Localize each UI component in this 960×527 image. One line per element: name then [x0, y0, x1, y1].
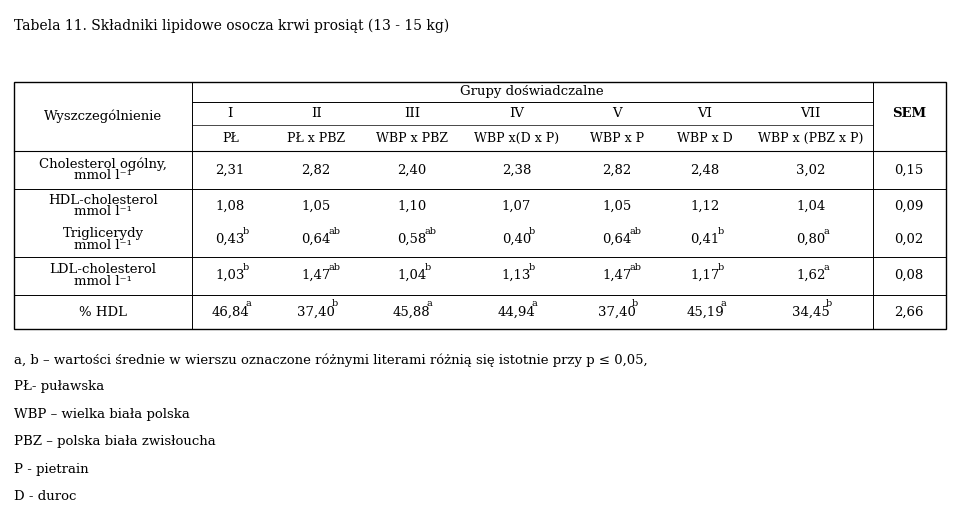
Text: PŁ- puławska: PŁ- puławska — [14, 380, 105, 394]
Text: a: a — [720, 299, 726, 308]
Text: V: V — [612, 107, 622, 120]
Text: 1,03: 1,03 — [216, 269, 245, 282]
Text: SEM: SEM — [892, 107, 926, 120]
Text: Cholesterol ogólny,: Cholesterol ogólny, — [39, 158, 167, 171]
Text: Triglicerydy: Triglicerydy — [62, 227, 144, 240]
Text: mmol l⁻¹: mmol l⁻¹ — [74, 275, 132, 288]
Text: ab: ab — [630, 227, 641, 236]
Text: 2,82: 2,82 — [602, 163, 632, 177]
Text: 37,40: 37,40 — [598, 306, 636, 319]
Text: 0,09: 0,09 — [895, 200, 924, 212]
Text: 2,48: 2,48 — [690, 163, 720, 177]
Text: b: b — [717, 227, 724, 236]
Text: b: b — [717, 263, 724, 272]
Text: 2,31: 2,31 — [216, 163, 245, 177]
Text: PŁ x PBZ: PŁ x PBZ — [287, 132, 346, 144]
Text: WBP x(D x P): WBP x(D x P) — [474, 132, 559, 144]
Text: HDL-cholesterol: HDL-cholesterol — [48, 194, 157, 207]
Text: 46,84: 46,84 — [211, 306, 250, 319]
Text: a: a — [427, 299, 433, 308]
Text: WBP x (PBZ x P): WBP x (PBZ x P) — [758, 132, 863, 144]
Text: b: b — [243, 227, 249, 236]
Text: b: b — [632, 299, 638, 308]
Text: b: b — [529, 263, 536, 272]
Text: 0,43: 0,43 — [216, 233, 245, 246]
Text: I: I — [228, 107, 233, 120]
Text: 1,17: 1,17 — [690, 269, 720, 282]
Text: 0,64: 0,64 — [301, 233, 331, 246]
Text: WBP x P: WBP x P — [589, 132, 644, 144]
Text: III: III — [404, 107, 420, 120]
Text: b: b — [529, 227, 536, 236]
Text: 1,05: 1,05 — [301, 200, 331, 212]
Text: 3,02: 3,02 — [796, 163, 826, 177]
Text: 0,58: 0,58 — [397, 233, 426, 246]
Text: WBP x PBZ: WBP x PBZ — [375, 132, 447, 144]
Text: PŁ: PŁ — [222, 132, 239, 144]
Text: 0,15: 0,15 — [895, 163, 924, 177]
Text: % HDL: % HDL — [79, 306, 127, 319]
Text: a, b – wartości średnie w wierszu oznaczone różnymi literami różnią się istotnie: a, b – wartości średnie w wierszu oznacz… — [14, 353, 648, 367]
Text: 2,82: 2,82 — [301, 163, 331, 177]
Text: mmol l⁻¹: mmol l⁻¹ — [74, 239, 132, 252]
Text: 0,80: 0,80 — [796, 233, 826, 246]
Text: ab: ab — [630, 263, 641, 272]
Text: 37,40: 37,40 — [298, 306, 335, 319]
Text: ab: ab — [424, 227, 436, 236]
Text: b: b — [331, 299, 338, 308]
Text: P - pietrain: P - pietrain — [14, 463, 89, 476]
Text: mmol l⁻¹: mmol l⁻¹ — [74, 206, 132, 218]
Text: 1,10: 1,10 — [397, 200, 426, 212]
Text: b: b — [826, 299, 832, 308]
Text: 0,02: 0,02 — [895, 233, 924, 246]
Text: 1,47: 1,47 — [301, 269, 331, 282]
Text: IV: IV — [509, 107, 524, 120]
Text: a: a — [824, 227, 829, 236]
Text: a: a — [532, 299, 538, 308]
Text: mmol l⁻¹: mmol l⁻¹ — [74, 169, 132, 182]
Text: a: a — [824, 263, 829, 272]
Text: Wyszczególnienie: Wyszczególnienie — [44, 110, 162, 123]
Text: 34,45: 34,45 — [792, 306, 829, 319]
Text: ab: ab — [328, 263, 341, 272]
Text: 1,12: 1,12 — [690, 200, 720, 212]
Text: 0,40: 0,40 — [502, 233, 531, 246]
Text: 1,05: 1,05 — [602, 200, 632, 212]
Text: 1,62: 1,62 — [796, 269, 826, 282]
Text: 1,07: 1,07 — [502, 200, 531, 212]
Text: 1,08: 1,08 — [216, 200, 245, 212]
Text: 0,64: 0,64 — [602, 233, 632, 246]
Text: VII: VII — [801, 107, 821, 120]
Text: 1,04: 1,04 — [397, 269, 426, 282]
Text: WBP x D: WBP x D — [677, 132, 732, 144]
Text: LDL-cholesterol: LDL-cholesterol — [50, 264, 156, 276]
Text: 2,38: 2,38 — [502, 163, 531, 177]
Text: 0,08: 0,08 — [895, 269, 924, 282]
Text: ab: ab — [328, 227, 341, 236]
Text: 0,41: 0,41 — [690, 233, 720, 246]
Text: 45,19: 45,19 — [686, 306, 724, 319]
Text: VI: VI — [698, 107, 712, 120]
Text: 44,94: 44,94 — [497, 306, 536, 319]
Text: 2,66: 2,66 — [895, 306, 924, 319]
Text: II: II — [311, 107, 322, 120]
Text: 2,40: 2,40 — [397, 163, 426, 177]
Text: 45,88: 45,88 — [393, 306, 431, 319]
Text: D - duroc: D - duroc — [14, 490, 77, 503]
Text: 1,13: 1,13 — [502, 269, 531, 282]
Text: 1,47: 1,47 — [602, 269, 632, 282]
Text: WBP – wielka biała polska: WBP – wielka biała polska — [14, 408, 190, 421]
Text: PBZ – polska biała zwisłoucha: PBZ – polska biała zwisłoucha — [14, 435, 216, 448]
Text: a: a — [246, 299, 252, 308]
Text: 1,04: 1,04 — [796, 200, 826, 212]
Text: Grupy doświadczalne: Grupy doświadczalne — [460, 85, 604, 98]
Text: b: b — [424, 263, 430, 272]
Text: b: b — [243, 263, 249, 272]
Text: Tabela 11. Składniki lipidowe osocza krwi prosiąt (13 - 15 kg): Tabela 11. Składniki lipidowe osocza krw… — [14, 18, 449, 33]
